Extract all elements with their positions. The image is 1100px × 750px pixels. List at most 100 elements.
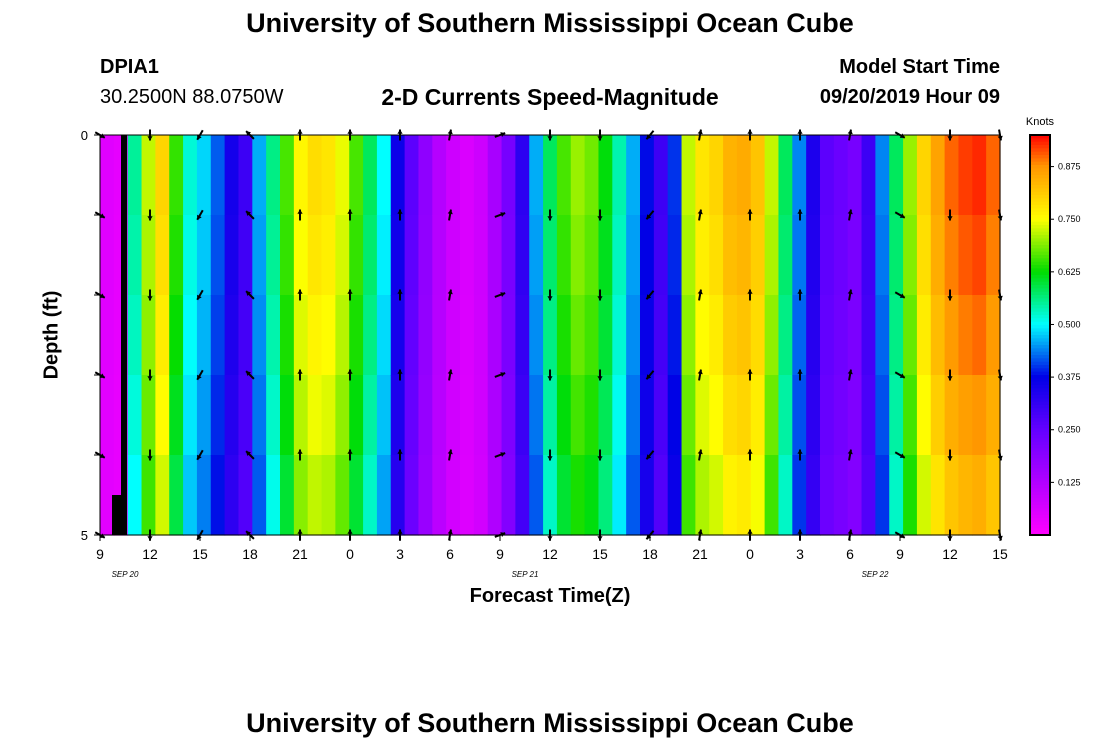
heatmap-cell: [681, 295, 696, 376]
model-start-label: Model Start Time: [839, 56, 1000, 78]
arrow-head: [246, 211, 251, 216]
colorbar-segment: [1030, 478, 1050, 483]
arrow-head: [197, 374, 202, 380]
current-arrow: [597, 369, 603, 381]
arrow-head: [99, 533, 105, 538]
heatmap-cell: [820, 215, 835, 296]
heatmap-cell: [806, 375, 821, 456]
current-arrow: [547, 449, 553, 461]
heatmap-cell: [736, 135, 752, 216]
arrow-head: [397, 529, 403, 534]
colorbar-tick-label: 0.625: [1058, 267, 1081, 277]
heatmap-cell: [640, 375, 655, 456]
heatmap-cell: [792, 455, 807, 536]
current-arrow: [597, 449, 603, 461]
arrow-head: [597, 136, 603, 141]
colorbar-segment: [1030, 501, 1050, 506]
heatmap-cell: [183, 215, 198, 296]
heatmap-cell: [930, 215, 946, 296]
colorbar-segment: [1030, 518, 1050, 523]
current-arrow: [347, 449, 353, 461]
heatmap-cell: [155, 375, 170, 456]
arrow-head: [547, 296, 553, 301]
colorbar-segment: [1030, 145, 1050, 149]
heatmap-cell: [155, 295, 170, 376]
heatmap-cell: [861, 455, 876, 536]
current-arrow: [797, 209, 803, 221]
current-arrow: [697, 289, 703, 301]
arrow-head: [797, 529, 803, 534]
current-arrow: [894, 371, 906, 379]
arrow-head: [147, 456, 153, 461]
heatmap-cell: [584, 215, 600, 296]
heatmap-cell: [446, 375, 461, 456]
heatmap-cell: [598, 135, 613, 216]
colorbar-segment: [1030, 461, 1050, 466]
arrow-head: [147, 136, 153, 141]
colorbar-segment: [1030, 388, 1050, 393]
heatmap-cell: [238, 135, 253, 216]
heatmap-cell: [210, 135, 226, 216]
heatmap-cell: [307, 135, 323, 216]
date-label: SEP 20: [112, 570, 139, 579]
x-tick-label: 0: [746, 546, 754, 562]
current-arrow: [645, 370, 655, 380]
x-tick-label: 9: [896, 546, 904, 562]
heatmap-cell: [376, 295, 392, 376]
arrow-head: [899, 213, 905, 218]
arrow-head: [646, 374, 652, 380]
heatmap-cell: [681, 455, 696, 536]
heatmap-cell: [280, 295, 295, 376]
heatmap-cell: [543, 215, 558, 296]
arrow-head: [747, 209, 753, 214]
heatmap-cell: [820, 135, 835, 216]
arrow-head: [947, 216, 953, 221]
heatmap-cell: [944, 455, 960, 536]
current-arrow: [597, 289, 603, 301]
heatmap-cell: [446, 455, 461, 536]
heatmap-cell: [266, 295, 281, 376]
current-arrow: [147, 209, 153, 221]
colorbar-segment: [1030, 178, 1050, 183]
heatmap-cell: [543, 455, 558, 536]
colorbar-segment: [1030, 445, 1050, 449]
heatmap-cell: [778, 295, 793, 376]
colorbar-segment: [1030, 471, 1050, 476]
heatmap-cell: [750, 215, 766, 296]
heatmap-cell: [238, 295, 253, 376]
colorbar-segment: [1030, 158, 1050, 163]
arrow-head: [747, 449, 753, 454]
current-arrow: [196, 209, 204, 221]
heatmap-cell: [820, 295, 835, 376]
heatmap-cell: [709, 375, 724, 456]
arrow-head: [397, 289, 403, 294]
current-arrow: [297, 209, 303, 221]
heatmap-cell: [376, 375, 392, 456]
arrow-head: [797, 369, 803, 374]
heatmap-cell: [183, 375, 198, 456]
heatmap-cell: [847, 295, 863, 376]
heatmap-cell: [404, 375, 420, 456]
colorbar-segment: [1030, 245, 1050, 249]
colorbar-segment: [1030, 191, 1050, 196]
arrow-head: [99, 133, 105, 138]
heatmap-cell: [750, 455, 766, 536]
arrow-head: [747, 529, 753, 534]
heatmap-cell: [543, 375, 558, 456]
heatmap-cell: [196, 455, 212, 536]
heatmap-cell: [598, 215, 613, 296]
heatmap-cell: [349, 215, 364, 296]
colorbar-segment: [1030, 288, 1050, 293]
heatmap-cell: [612, 455, 627, 536]
heatmap-cell: [556, 295, 572, 376]
heatmap-cell: [903, 295, 918, 376]
arrow-head: [397, 369, 403, 374]
heatmap-cell: [930, 295, 946, 376]
colorbar-segment: [1030, 248, 1050, 253]
heatmap-cell: [487, 295, 503, 376]
heatmap-cell: [473, 135, 489, 216]
heatmap-cell: [820, 455, 835, 536]
heatmap-cell: [100, 215, 115, 296]
heatmap-cell: [764, 135, 780, 216]
heatmap-cell: [736, 215, 752, 296]
